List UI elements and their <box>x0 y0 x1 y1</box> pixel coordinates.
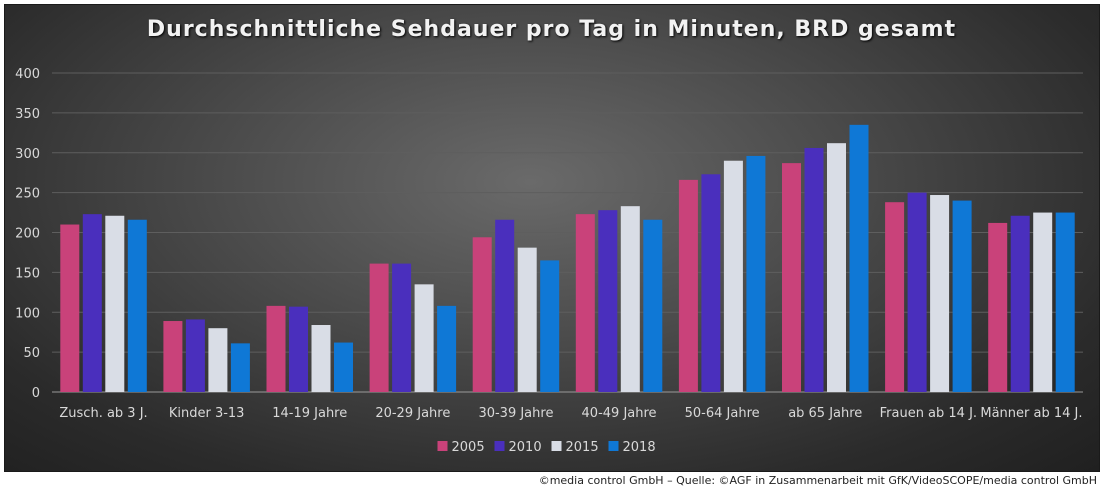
bar-2018-8 <box>952 200 972 392</box>
bar-2010-0 <box>82 214 102 392</box>
legend-label-2010: 2010 <box>509 440 542 455</box>
y-tick-label: 50 <box>23 346 40 361</box>
bar-2010-7 <box>804 147 824 392</box>
bar-2015-1 <box>208 328 228 392</box>
source-credit: ©media control GmbH – Quelle: ©AGF in Zu… <box>538 474 1097 487</box>
bar-2015-2 <box>311 325 331 392</box>
bar-2005-5 <box>575 214 595 392</box>
category-label: 40-49 Jahre <box>582 406 657 421</box>
bar-2005-0 <box>60 224 80 392</box>
bar-2018-9 <box>1055 212 1075 392</box>
legend-label-2018: 2018 <box>623 440 656 455</box>
legend-swatch-2018 <box>608 441 619 451</box>
bar-2018-6 <box>746 155 766 392</box>
category-label: Zusch. ab 3 J. <box>59 406 147 421</box>
bar-2015-5 <box>620 206 640 392</box>
legend-label-2015: 2015 <box>566 440 599 455</box>
y-tick-label: 250 <box>15 187 40 202</box>
bar-2010-3 <box>392 263 412 392</box>
legend-swatch-2015 <box>551 441 562 451</box>
y-tick-label: 150 <box>15 266 40 281</box>
bar-2010-1 <box>185 319 205 392</box>
bar-2015-3 <box>414 284 434 392</box>
category-label: 50-64 Jahre <box>685 406 760 421</box>
chart-title: Durchschnittliche Sehdauer pro Tag in Mi… <box>146 17 957 42</box>
bar-2015-7 <box>827 143 846 392</box>
category-label: 30-39 Jahre <box>478 406 553 421</box>
bar-2018-3 <box>437 305 457 392</box>
gridlines <box>52 72 1083 393</box>
bar-2005-4 <box>472 237 492 392</box>
bar-2018-7 <box>849 124 869 393</box>
legend-swatch-2010 <box>494 441 505 451</box>
bar-2015-9 <box>1033 212 1053 392</box>
category-labels: Zusch. ab 3 J. Kinder 3-13 14-19 Jahre 20-2… <box>59 406 1082 421</box>
category-label: ab 65 Jahre <box>788 406 862 421</box>
category-label: Frauen ab 14 J. <box>880 406 977 421</box>
bar-2018-2 <box>334 342 353 392</box>
y-tick-label: 200 <box>15 227 40 242</box>
category-label: 20-29 Jahre <box>375 406 450 421</box>
legend: 2005 2010 2015 2018 <box>437 440 656 455</box>
bar-2015-4 <box>517 247 537 392</box>
bar-2010-2 <box>289 306 308 392</box>
bar-2005-3 <box>369 263 389 392</box>
bar-2005-2 <box>266 305 286 392</box>
bar-2010-9 <box>1010 215 1030 392</box>
bar-2018-4 <box>540 260 560 392</box>
category-label: Kinder 3-13 <box>169 406 245 421</box>
category-label: 14-19 Jahre <box>272 406 347 421</box>
category-label: Männer ab 14 J. <box>980 406 1082 421</box>
bar-2005-6 <box>678 179 698 392</box>
bar-2018-1 <box>230 343 250 392</box>
bar-2015-8 <box>930 195 950 392</box>
y-tick-label: 100 <box>15 306 40 321</box>
legend-swatch-2005 <box>437 441 448 451</box>
y-tick-label: 0 <box>32 386 40 401</box>
bar-2005-1 <box>163 321 183 392</box>
bar-2005-7 <box>782 163 801 392</box>
bar-2015-6 <box>723 160 743 392</box>
bar-2018-5 <box>643 219 663 392</box>
bar-2010-6 <box>701 174 721 392</box>
bar-2005-8 <box>885 202 905 392</box>
bar-2010-5 <box>598 210 618 392</box>
bar-2010-8 <box>907 192 927 392</box>
bar-2005-9 <box>988 222 1008 392</box>
bar-2015-0 <box>105 215 125 392</box>
y-tick-label: 300 <box>15 147 40 162</box>
y-tick-label: 400 <box>15 67 40 82</box>
bars <box>60 124 1075 393</box>
legend-label-2005: 2005 <box>452 440 485 455</box>
y-tick-label: 350 <box>15 107 40 122</box>
bar-2018-0 <box>127 219 147 392</box>
y-axis-ticks: 0 50 100 150 200 250 300 350 400 <box>15 67 40 401</box>
bar-2010-4 <box>495 219 515 392</box>
